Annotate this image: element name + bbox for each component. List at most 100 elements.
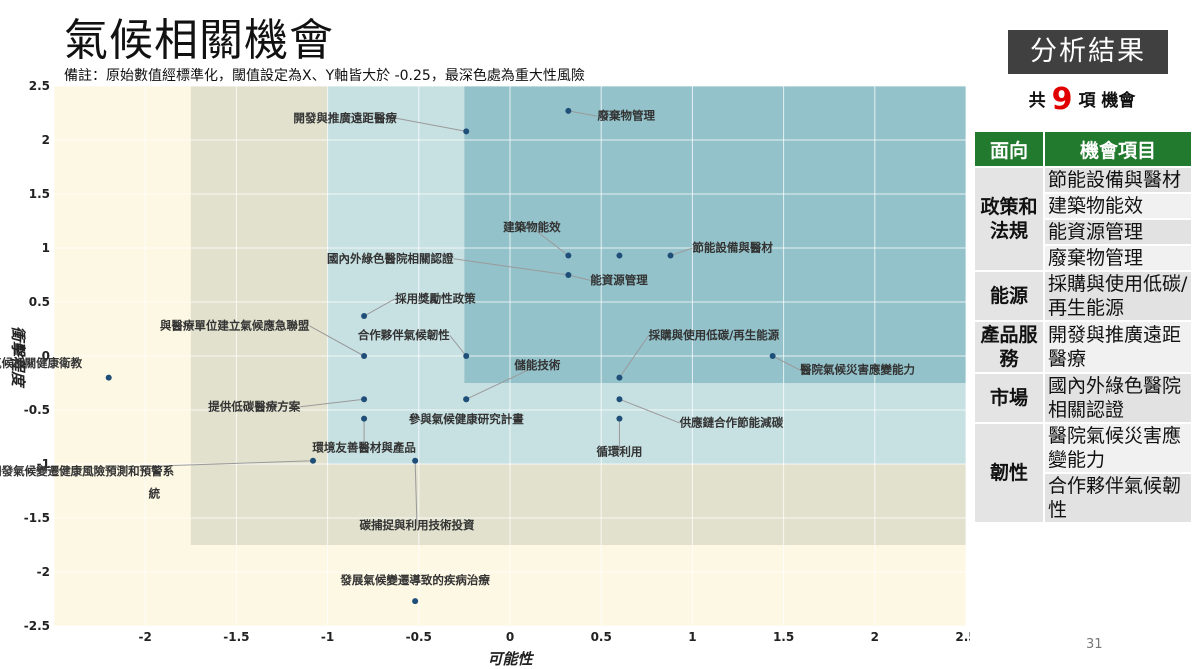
category-cell: 能源	[973, 270, 1045, 322]
data-point	[565, 107, 572, 114]
leader-line	[396, 117, 467, 132]
x-tick-label: -2	[139, 630, 152, 644]
x-tick-label: 1	[688, 630, 696, 644]
leader-line	[453, 258, 569, 276]
leader-line	[670, 247, 693, 257]
data-point	[616, 415, 623, 422]
item-cell: 能資源管理	[1043, 218, 1193, 246]
item-cell: 國內外綠色醫院相關認證	[1043, 372, 1193, 424]
category-cell: 韌性	[973, 422, 1045, 524]
point-label: 建築物能效	[503, 220, 561, 234]
data-point	[412, 598, 419, 605]
point-label: 參與氣候健康研究計畫	[409, 412, 524, 426]
leader-line	[363, 298, 396, 317]
table-row: 建築物能效	[974, 192, 1193, 220]
x-tick-label: -1	[321, 630, 334, 644]
point-label: 供應鏈合作節能減碳	[679, 415, 784, 429]
leader-line	[772, 355, 801, 371]
table-row: 合作夥伴氣候韌性	[974, 472, 1193, 524]
table-row: 產品服務 開發與推廣遠距醫療	[973, 320, 1193, 374]
count-number: 9	[1051, 82, 1073, 117]
point-label: 合作夥伴氣候韌性	[358, 328, 450, 342]
y-tick-label: 2.5	[29, 79, 50, 93]
page-title: 氣候相關機會	[64, 15, 334, 66]
point-label: 採購與使用低碳/再生能源	[649, 328, 780, 342]
point-label: 循環利用	[595, 445, 642, 459]
point-label: 廢棄物管理	[598, 109, 656, 123]
data-point	[616, 374, 623, 381]
category-cell: 市場	[973, 372, 1045, 424]
y-tick-label: -1.5	[24, 511, 50, 525]
table-row: 能資源管理	[974, 218, 1193, 246]
y-tick-label: -2.5	[24, 619, 50, 633]
data-point	[667, 252, 674, 259]
point-label: 能資源管理	[590, 273, 648, 287]
data-point	[463, 396, 470, 403]
leader-line	[0, 460, 314, 472]
data-point	[310, 457, 317, 464]
y-tick-label: 0	[42, 349, 50, 363]
item-cell: 節能設備與醫材	[1043, 166, 1193, 194]
data-point	[463, 353, 470, 359]
leader-line	[619, 398, 680, 424]
y-tick-label: 1	[42, 241, 50, 255]
data-point	[361, 396, 368, 403]
x-tick-label: 1.5	[773, 630, 794, 644]
point-label: 環境友善醫材與產品	[312, 440, 416, 454]
x-tick-label: 0.5	[591, 630, 612, 644]
y-tick-label: 2	[42, 133, 50, 147]
category-cell: 產品服務	[973, 320, 1045, 374]
y-tick-label: 0.5	[29, 295, 50, 309]
data-point	[616, 396, 623, 403]
y-tick-label: -2	[37, 565, 50, 579]
count-suffix: 項 機會	[1078, 91, 1136, 111]
data-point	[361, 313, 368, 320]
x-tick-label: 0	[506, 630, 514, 644]
scatter-chart: -2 -1.5 -1 -0.5 0 0.5 1 1.5 2 2.5 2.5 2 1.5 1 0.5 0 -0.5…	[0, 79, 970, 668]
leader-line	[466, 365, 538, 400]
point-label: 醫院氣候災害應變能力	[800, 363, 915, 377]
column-item: 機會項目	[1043, 130, 1193, 168]
leader-line	[531, 227, 569, 256]
point-label: 發展氣候變遷導致的疾病治療	[339, 573, 490, 587]
data-point	[769, 353, 776, 359]
leader-line	[619, 335, 650, 378]
y-tick-label: 1.5	[29, 187, 50, 201]
x-axis-title: 可能性	[487, 650, 534, 668]
table-row: 廢棄物管理	[974, 244, 1193, 272]
point-label: 提供低碳醫療方案	[208, 399, 300, 413]
data-point	[361, 353, 368, 359]
data-point	[463, 128, 470, 135]
count-prefix: 共	[1028, 91, 1046, 111]
leader-line	[568, 110, 598, 117]
point-label: 國內外綠色醫院相關認證	[327, 251, 454, 265]
item-cell: 建築物能效	[1043, 192, 1193, 220]
point-label: 與醫療單位建立氣候應急聯盟	[160, 318, 310, 332]
leader-line	[568, 274, 591, 281]
point-label: 氣候相關健康衛教	[0, 356, 83, 370]
x-tick-label: -0.5	[406, 630, 432, 644]
point-label: 開發與推廣遠距醫療	[293, 111, 397, 125]
table-header-row: 面向 機會項目	[973, 130, 1193, 168]
x-tick-label: -1.5	[223, 630, 249, 644]
item-cell: 合作夥伴氣候韌性	[1043, 472, 1193, 524]
data-point	[616, 252, 623, 259]
panel-heading: 分析結果	[1008, 30, 1168, 74]
x-tick-label: 2.5	[955, 630, 970, 644]
point-label: 採用獎勵性政策	[395, 291, 476, 305]
leader-line	[449, 335, 467, 357]
item-cell: 廢棄物管理	[1043, 244, 1193, 272]
leader-line	[309, 325, 365, 357]
x-tick-label: 2	[871, 630, 879, 644]
y-axis-title: 衝擊程度	[9, 326, 27, 389]
point-label: 儲能技術	[513, 358, 560, 372]
data-point	[105, 374, 112, 381]
y-tick-label: -0.5	[24, 403, 50, 417]
y-tick-label: -1	[37, 457, 50, 471]
data-point	[412, 457, 419, 464]
page-number: 31	[1086, 637, 1103, 652]
leader-line	[300, 398, 365, 408]
table-row: 韌性 醫院氣候災害應變能力	[973, 422, 1193, 524]
chart-note: 備註：原始數值經標準化，閾值設定為X、Y軸皆大於 -0.25，最深色處為重大性風…	[64, 68, 585, 84]
